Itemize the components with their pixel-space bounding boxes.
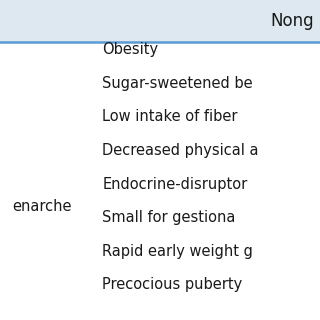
Text: Endocrine-disruptor: Endocrine-disruptor — [102, 177, 248, 191]
Text: Small for gestiona: Small for gestiona — [102, 210, 236, 225]
Text: Rapid early weight g: Rapid early weight g — [102, 244, 253, 259]
Text: Low intake of fiber: Low intake of fiber — [102, 109, 238, 124]
Text: Sugar-sweetened be: Sugar-sweetened be — [102, 76, 253, 91]
Text: enarche: enarche — [12, 199, 71, 214]
FancyBboxPatch shape — [0, 0, 320, 42]
Text: Precocious puberty: Precocious puberty — [102, 277, 243, 292]
Text: Decreased physical a: Decreased physical a — [102, 143, 259, 158]
Text: Nong: Nong — [270, 12, 314, 30]
Text: Obesity: Obesity — [102, 42, 158, 57]
